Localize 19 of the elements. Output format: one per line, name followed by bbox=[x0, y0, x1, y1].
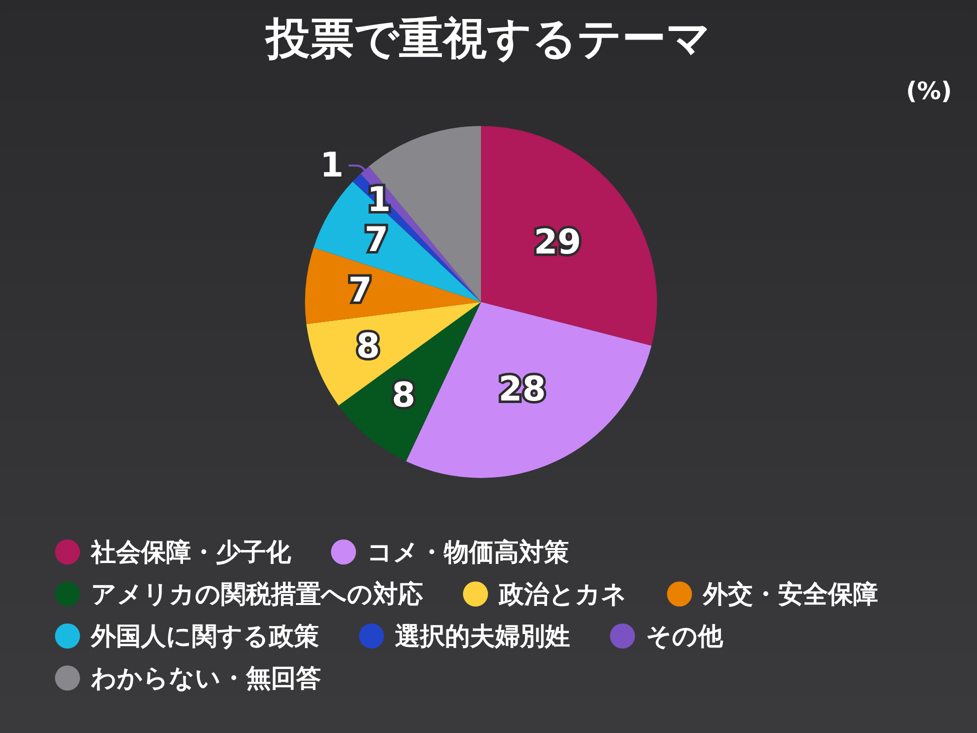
chart-title: 投票で重視するテーマ bbox=[264, 14, 711, 64]
data-label: 7 bbox=[348, 270, 372, 311]
legend-label: わからない・無回答 bbox=[90, 664, 321, 692]
data-label: 29 bbox=[534, 222, 582, 263]
data-label: 8 bbox=[392, 376, 416, 416]
legend-label: 社会保障・少子化 bbox=[90, 538, 292, 566]
data-label: 28 bbox=[498, 370, 546, 410]
data-label: 1 bbox=[367, 180, 391, 220]
data-label: 8 bbox=[356, 326, 380, 367]
legend-label: 政治とカネ bbox=[498, 580, 627, 608]
legend-label: アメリカの関税措置への対応 bbox=[91, 580, 423, 608]
data-label: 7 bbox=[364, 220, 388, 260]
legend-label: 選択的夫婦別姓 bbox=[395, 622, 570, 650]
data-label: 1 bbox=[320, 145, 344, 186]
legend-label: その他 bbox=[646, 622, 724, 650]
legend-label: 外交・安全保障 bbox=[702, 580, 878, 608]
legend-label: 外国人に関する政策 bbox=[90, 622, 319, 650]
text: (%) bbox=[906, 77, 952, 105]
legend-label: コメ・物価高対策 bbox=[367, 538, 569, 566]
